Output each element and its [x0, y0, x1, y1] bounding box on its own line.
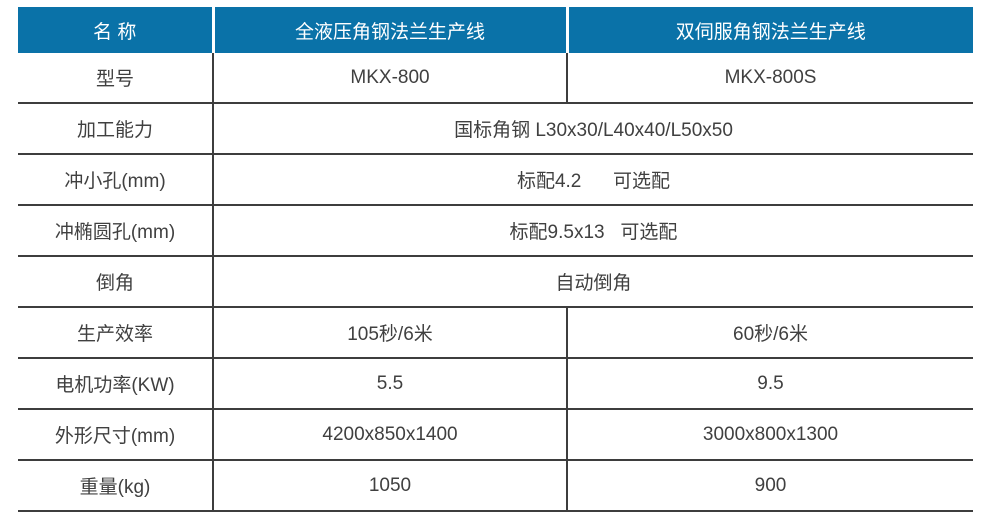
value-cell: 105秒/6米: [213, 307, 568, 359]
value-cell: MKX-800S: [567, 53, 973, 104]
value-cell: MKX-800: [213, 53, 568, 104]
value-cell-merged: 自动倒角: [213, 256, 973, 308]
spec-table: 名 称 全液压角钢法兰生产线 双伺服角钢法兰生产线 型号 MKX-800 MKX…: [18, 7, 973, 512]
value-cell: 900: [567, 460, 973, 512]
row-label: 冲椭圆孔(mm): [18, 205, 214, 257]
header-row: 名 称 全液压角钢法兰生产线 双伺服角钢法兰生产线: [18, 7, 973, 53]
table-row-efficiency: 生产效率 105秒/6米 60秒/6米: [18, 307, 973, 359]
row-label: 型号: [18, 53, 214, 104]
value-cell-merged: 标配4.2 可选配: [213, 154, 973, 206]
value-cell: 1050: [213, 460, 568, 512]
header-cell-product1: 全液压角钢法兰生产线: [211, 7, 567, 53]
row-label: 外形尺寸(mm): [18, 409, 214, 461]
table-row-dimensions: 外形尺寸(mm) 4200x850x1400 3000x800x1300: [18, 409, 973, 461]
value-cell: 4200x850x1400: [213, 409, 568, 461]
table-row-motor-power: 电机功率(KW) 5.5 9.5: [18, 358, 973, 410]
row-label: 重量(kg): [18, 460, 214, 512]
table-row-small-hole: 冲小孔(mm) 标配4.2 可选配: [18, 154, 973, 206]
row-label: 倒角: [18, 256, 214, 308]
table-row-chamfer: 倒角 自动倒角: [18, 256, 973, 308]
table-row-model: 型号 MKX-800 MKX-800S: [18, 53, 973, 104]
product-spec-section: 名 称 全液压角钢法兰生产线 双伺服角钢法兰生产线 型号 MKX-800 MKX…: [18, 7, 973, 512]
row-label: 电机功率(KW): [18, 358, 214, 410]
header-cell-name: 名 称: [18, 7, 213, 53]
table-row-capacity: 加工能力 国标角钢 L30x30/L40x40/L50x50: [18, 103, 973, 155]
value-cell: 3000x800x1300: [567, 409, 973, 461]
table-row-weight: 重量(kg) 1050 900: [18, 460, 973, 512]
table-row-oval-hole: 冲椭圆孔(mm) 标配9.5x13 可选配: [18, 205, 973, 257]
row-label: 加工能力: [18, 103, 214, 155]
spec-table-header: 名 称 全液压角钢法兰生产线 双伺服角钢法兰生产线: [18, 7, 973, 53]
value-cell: 60秒/6米: [567, 307, 973, 359]
value-cell-merged: 标配9.5x13 可选配: [213, 205, 973, 257]
row-label: 生产效率: [18, 307, 214, 359]
value-cell: 5.5: [213, 358, 568, 410]
value-cell: 9.5: [567, 358, 973, 410]
row-label: 冲小孔(mm): [18, 154, 214, 206]
header-cell-product2: 双伺服角钢法兰生产线: [565, 7, 973, 53]
value-cell-merged: 国标角钢 L30x30/L40x40/L50x50: [213, 103, 973, 155]
